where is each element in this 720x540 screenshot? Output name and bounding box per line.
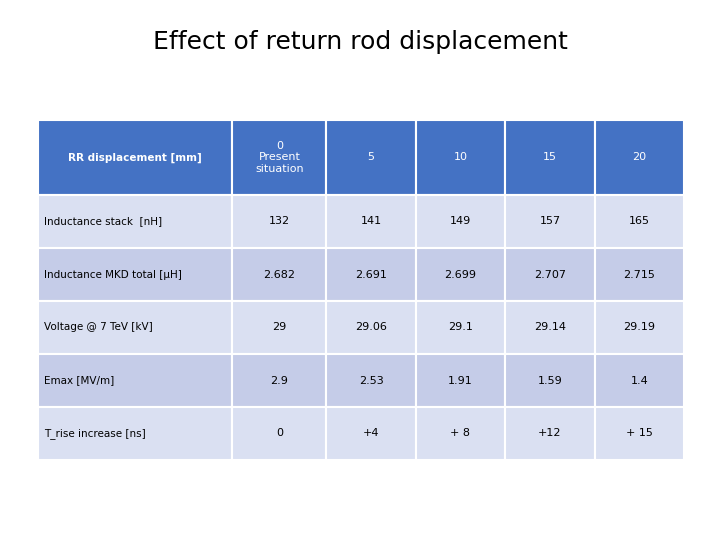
Text: RR displacement [mm]: RR displacement [mm] (68, 152, 202, 163)
Text: 0
Present
situation: 0 Present situation (255, 141, 304, 174)
Bar (595, 301, 684, 354)
Bar (38, 301, 233, 354)
Text: 2.699: 2.699 (444, 269, 477, 280)
Text: 2.707: 2.707 (534, 269, 566, 280)
Bar (595, 407, 684, 460)
Bar (326, 407, 415, 460)
Bar (326, 195, 415, 248)
Text: 1.91: 1.91 (448, 375, 473, 386)
Bar (415, 248, 505, 301)
Bar (326, 354, 415, 407)
Bar (38, 120, 233, 195)
Text: 0: 0 (276, 429, 283, 438)
Bar (415, 301, 505, 354)
Bar (38, 248, 233, 301)
Bar (233, 407, 326, 460)
Bar (415, 407, 505, 460)
Text: 20: 20 (632, 152, 647, 163)
Text: + 15: + 15 (626, 429, 653, 438)
Text: Effect of return rod displacement: Effect of return rod displacement (153, 30, 567, 54)
Text: 29.06: 29.06 (355, 322, 387, 333)
Bar (415, 354, 505, 407)
Bar (233, 120, 326, 195)
Text: 29.19: 29.19 (624, 322, 655, 333)
Text: 29.1: 29.1 (448, 322, 473, 333)
Bar (505, 248, 595, 301)
Text: 29: 29 (272, 322, 287, 333)
Bar (326, 248, 415, 301)
Bar (233, 354, 326, 407)
Bar (505, 407, 595, 460)
Text: 141: 141 (361, 217, 382, 226)
Text: 10: 10 (454, 152, 467, 163)
Text: 165: 165 (629, 217, 650, 226)
Bar (415, 195, 505, 248)
Bar (595, 120, 684, 195)
Bar (326, 120, 415, 195)
Bar (505, 195, 595, 248)
Bar (38, 354, 233, 407)
Bar (326, 301, 415, 354)
Text: 149: 149 (450, 217, 471, 226)
Text: 157: 157 (539, 217, 560, 226)
Text: 2.691: 2.691 (355, 269, 387, 280)
Text: + 8: + 8 (451, 429, 470, 438)
Text: Emax [MV/m]: Emax [MV/m] (44, 375, 114, 386)
Text: 5: 5 (368, 152, 374, 163)
Text: 1.59: 1.59 (538, 375, 562, 386)
Bar (595, 195, 684, 248)
Bar (505, 301, 595, 354)
Bar (505, 120, 595, 195)
Text: Inductance stack  [nH]: Inductance stack [nH] (44, 217, 162, 226)
Text: 2.682: 2.682 (264, 269, 295, 280)
Bar (233, 301, 326, 354)
Text: +12: +12 (538, 429, 562, 438)
Text: 132: 132 (269, 217, 290, 226)
Text: +4: +4 (363, 429, 379, 438)
Bar (415, 120, 505, 195)
Text: 29.14: 29.14 (534, 322, 566, 333)
Text: 1.4: 1.4 (631, 375, 648, 386)
Bar (233, 195, 326, 248)
Bar (595, 354, 684, 407)
Text: 2.53: 2.53 (359, 375, 384, 386)
Bar (233, 248, 326, 301)
Bar (38, 407, 233, 460)
Text: 15: 15 (543, 152, 557, 163)
Bar (595, 248, 684, 301)
Text: Inductance MKD total [μH]: Inductance MKD total [μH] (44, 269, 182, 280)
Text: 2.715: 2.715 (624, 269, 655, 280)
Text: T_rise increase [ns]: T_rise increase [ns] (44, 428, 145, 439)
Text: 2.9: 2.9 (271, 375, 288, 386)
Bar (38, 195, 233, 248)
Bar (505, 354, 595, 407)
Text: Voltage @ 7 TeV [kV]: Voltage @ 7 TeV [kV] (44, 322, 153, 333)
